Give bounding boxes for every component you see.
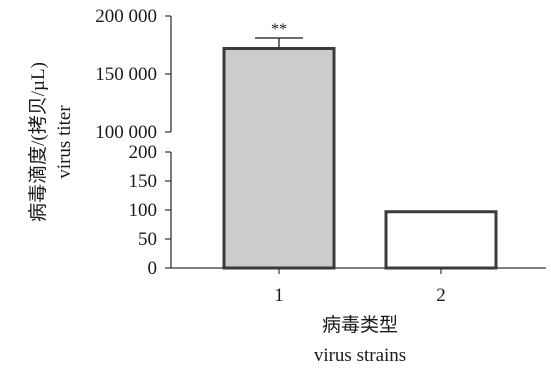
y-tick-label: 100	[129, 200, 158, 221]
y-tick-label: 150	[129, 171, 158, 192]
y-tick-label: 100 000	[95, 122, 157, 143]
y-tick-label: 50	[138, 229, 157, 250]
y-tick-label: 200	[129, 142, 158, 163]
x-tick-label: 1	[274, 285, 284, 306]
significance-label: **	[271, 21, 287, 38]
y-axis-title: 病毒滴度/(拷贝/µL) virus titer	[27, 62, 75, 222]
y-tick-label: 150 000	[95, 64, 157, 85]
x-tick-label: 2	[436, 285, 446, 306]
y-tick-label: 0	[148, 258, 158, 279]
bars	[222, 37, 498, 270]
y-tick-label: 200 000	[95, 6, 157, 27]
x-axis-title: 病毒类型 virus strains	[314, 314, 406, 366]
bar	[384, 210, 498, 270]
bar-lower-segment	[222, 144, 336, 270]
bar-join	[225, 130, 333, 154]
